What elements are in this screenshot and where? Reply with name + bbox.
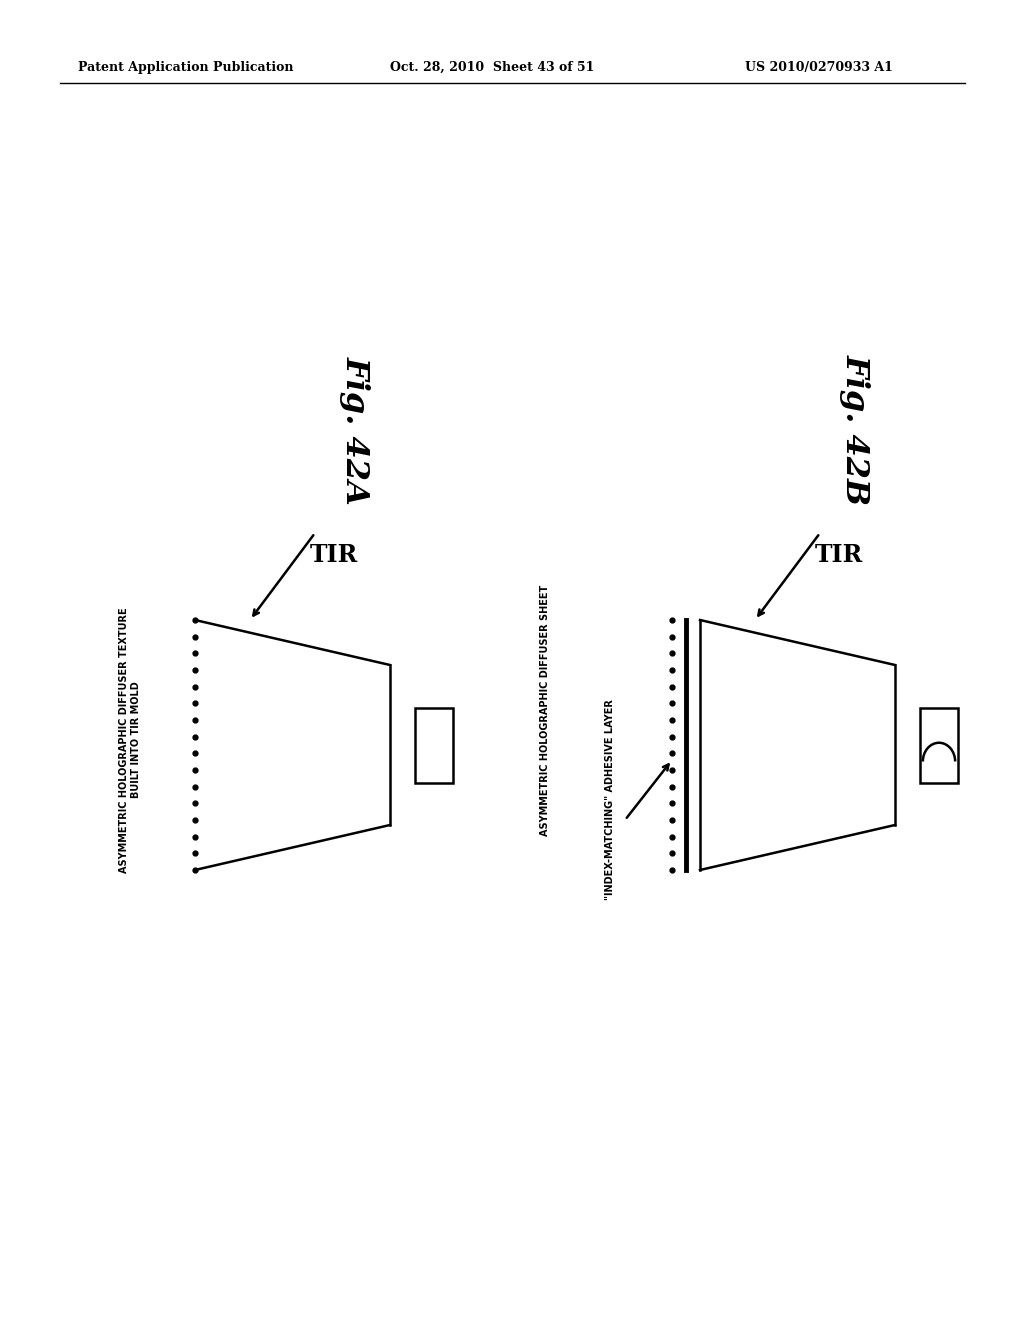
Text: TIR: TIR — [815, 543, 863, 568]
Text: "INDEX-MATCHING" ADHESIVE LAYER: "INDEX-MATCHING" ADHESIVE LAYER — [605, 700, 615, 900]
Text: Fig. 42B: Fig. 42B — [840, 355, 870, 506]
Text: US 2010/0270933 A1: US 2010/0270933 A1 — [745, 61, 893, 74]
Bar — [920, 708, 958, 783]
Text: Fig. 42A: Fig. 42A — [340, 355, 371, 504]
Text: ASYMMETRIC HOLOGRAPHIC DIFFUSER SHEET: ASYMMETRIC HOLOGRAPHIC DIFFUSER SHEET — [540, 585, 550, 836]
Text: Patent Application Publication: Patent Application Publication — [78, 61, 294, 74]
Bar — [415, 708, 453, 783]
Text: ASYMMETRIC HOLOGRAPHIC DIFFUSER TEXTURE
BUILT INTO TIR MOLD: ASYMMETRIC HOLOGRAPHIC DIFFUSER TEXTURE … — [119, 607, 141, 873]
Text: TIR: TIR — [310, 543, 358, 568]
Text: Oct. 28, 2010  Sheet 43 of 51: Oct. 28, 2010 Sheet 43 of 51 — [390, 61, 594, 74]
